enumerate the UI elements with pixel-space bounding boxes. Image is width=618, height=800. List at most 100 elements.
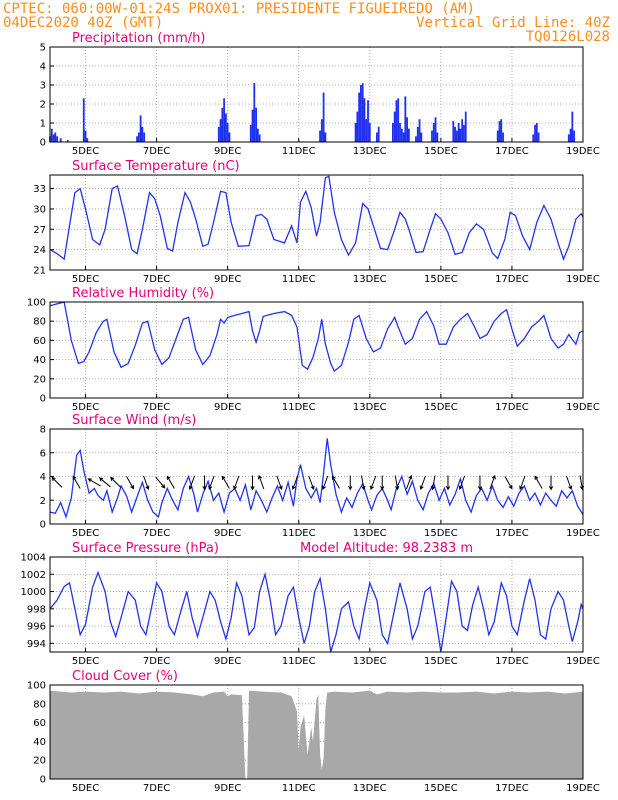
wind-arrow	[166, 475, 175, 489]
series-line-humidity	[49, 301, 584, 373]
wind-arrow	[360, 475, 366, 491]
precip-bar	[253, 83, 256, 142]
y-tick-label: 1000	[21, 587, 46, 598]
wind-arrow	[477, 475, 483, 491]
x-tick-label: 9DEC	[214, 656, 241, 667]
x-tick-label: 7DEC	[143, 528, 170, 539]
precip-bar	[532, 134, 535, 142]
x-tick-label: 7DEC	[143, 146, 170, 157]
precip-bar	[136, 136, 138, 142]
panel-frame	[49, 174, 584, 271]
precip-bar	[249, 124, 252, 142]
x-tick-label: 5DEC	[72, 656, 99, 667]
precip-bar	[407, 128, 410, 142]
precip-bar	[459, 128, 462, 142]
precip-bar	[400, 128, 403, 142]
x-tick-label: 9DEC	[214, 783, 241, 794]
panel-annotation: Model Altitude: 98.2383 m	[300, 541, 473, 556]
precip-bar	[360, 85, 362, 142]
header-grid-note: Vertical Grid Line: 40Z	[416, 15, 610, 31]
x-tick-label: 13DEC	[353, 656, 387, 667]
x-tick-label: 19DEC	[566, 783, 600, 794]
precip-bar	[361, 83, 364, 142]
wind-arrow	[369, 475, 377, 490]
precip-bar	[354, 123, 357, 142]
precip-bar	[143, 132, 146, 142]
precip-bar	[434, 117, 437, 142]
precip-bar	[431, 130, 433, 142]
x-tick-label: 15DEC	[424, 656, 458, 667]
y-tick-label: 33	[33, 184, 46, 195]
x-tick-label: 17DEC	[495, 656, 529, 667]
panel-frame	[49, 556, 584, 653]
panel-cloud: Cloud Cover (%) 5DEC 7DEC 9DEC 11DEC 13DEC 15D…	[27, 669, 600, 794]
wind-arrow	[519, 475, 526, 490]
wind-arrow	[348, 475, 353, 491]
wind-arrow	[276, 475, 283, 490]
wind-arrow	[155, 476, 166, 489]
y-tick-label: 24	[33, 245, 46, 256]
panel-pressure: Surface Pressure (hPa) Model Altitude: 98…	[21, 541, 600, 667]
y-tick-label: 20	[33, 374, 46, 385]
precip-bar	[534, 124, 536, 142]
precip-bar	[457, 123, 460, 142]
x-tick-label: 11DEC	[282, 656, 316, 667]
panel-humidity: Relative Humidity (%) 5DEC 7DEC 9DEC 11DEC 13…	[27, 286, 600, 413]
x-tick-label: 13DEC	[353, 274, 387, 285]
y-tick-label: 21	[33, 266, 46, 277]
precip-bar	[56, 136, 59, 142]
precip-bar	[59, 138, 62, 142]
precip-bar	[415, 136, 417, 142]
x-tick-label: 13DEC	[353, 528, 387, 539]
precip-bar	[454, 126, 456, 142]
wind-arrow	[504, 476, 513, 490]
precip-bar	[498, 121, 501, 142]
x-tick-label: 11DEC	[282, 146, 316, 157]
wind-arrow	[394, 475, 400, 491]
y-tick-label: 4	[40, 472, 46, 483]
precip-bar	[395, 100, 398, 142]
x-tick-label: 17DEC	[495, 274, 529, 285]
y-tick-label: 0	[40, 520, 46, 531]
x-tick-label: 13DEC	[353, 783, 387, 794]
precip-bar	[356, 111, 359, 142]
precip-bar	[258, 134, 261, 142]
wind-arrow	[98, 477, 111, 488]
y-tick-label: 1004	[21, 553, 46, 564]
x-tick-label: 7DEC	[143, 402, 170, 413]
precip-bar	[569, 128, 572, 142]
precip-bar	[436, 132, 439, 142]
wind-arrow	[406, 474, 413, 490]
precip-bar	[393, 111, 396, 142]
precip-bar	[358, 92, 361, 142]
wind-arrow	[72, 475, 81, 489]
wind-arrow	[51, 476, 63, 488]
precip-bar	[402, 132, 405, 142]
x-tick-label: 19DEC	[566, 402, 600, 413]
x-tick-label: 9DEC	[214, 528, 241, 539]
precip-bar	[219, 119, 222, 142]
x-tick-label: 5DEC	[72, 274, 99, 285]
panel-title: Surface Temperature (nC)	[72, 159, 240, 174]
precip-bar	[535, 123, 538, 142]
precip-bar	[376, 132, 378, 142]
panel-wind: Surface Wind (m/s) 5DEC 7DEC 9DEC 11DEC 13DEC…	[40, 413, 600, 539]
wind-arrow	[565, 475, 573, 490]
wind-arrow	[110, 476, 122, 488]
wind-arrow	[445, 475, 451, 491]
precip-bar	[365, 119, 368, 142]
precip-bar	[363, 98, 366, 142]
x-tick-label: 15DEC	[424, 528, 458, 539]
precip-bar	[418, 119, 421, 142]
panel-frame	[49, 428, 584, 525]
y-tick-label: 40	[33, 737, 46, 748]
precip-bar	[255, 107, 257, 142]
header-date: 04DEC2020 40Z (GMT)	[3, 15, 163, 31]
precip-bar	[455, 130, 458, 142]
wind-arrow	[321, 475, 329, 490]
precip-bar	[223, 98, 226, 142]
precip-bar	[221, 107, 224, 142]
y-tick-label: 1002	[21, 570, 46, 581]
x-tick-label: 5DEC	[72, 528, 99, 539]
x-tick-label: 9DEC	[214, 402, 241, 413]
